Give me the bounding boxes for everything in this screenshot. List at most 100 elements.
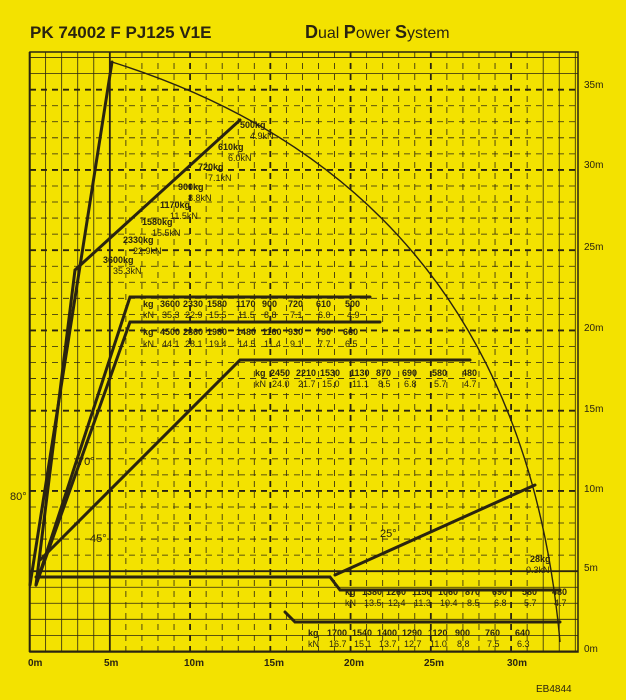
grid-border <box>29 51 579 653</box>
load-kn: 6.5 <box>345 339 358 349</box>
load-kn: 11.1 <box>352 379 369 389</box>
unit-kn: kN <box>143 339 154 349</box>
unit-kg: kg <box>143 299 154 309</box>
load-kg: 500 <box>345 299 360 309</box>
load-kg: 900 <box>455 628 470 638</box>
load-kn: 35.3 <box>162 310 180 320</box>
load-kg: 1060 <box>438 587 458 597</box>
y-axis-label: 10m <box>584 484 603 495</box>
chart-title: PK 74002 F PJ125 V1E <box>30 23 211 42</box>
load-kg: 1120 <box>428 628 448 638</box>
diagonal-load-kg: 1580kg <box>142 217 173 227</box>
load-kg: 1380 <box>362 587 382 597</box>
load-kg: 690 <box>492 587 507 597</box>
diagonal-load-kn: 4.9kN <box>250 131 274 141</box>
load-kn: 11.3 <box>414 598 431 608</box>
load-kn: 5.7 <box>434 379 447 389</box>
boom-row-2 <box>34 320 382 587</box>
angle-label: 70° <box>78 456 95 468</box>
load-kg: 580 <box>432 368 447 378</box>
x-axis-label: 5m <box>104 658 119 669</box>
diagonal-load-kn: 7.1kN <box>208 173 232 183</box>
load-kn: 14.5 <box>238 339 256 349</box>
load-kn: 4.7 <box>464 379 477 389</box>
load-kg: 2450 <box>270 368 290 378</box>
x-axis-label: 0m <box>28 658 43 669</box>
load-kn: 8.5 <box>467 598 480 608</box>
load-kg: 930 <box>288 327 303 337</box>
diagonal-load-kg: 900kg <box>178 182 204 192</box>
load-kg: 2330 <box>183 299 203 309</box>
load-kg: 1170 <box>236 299 256 309</box>
diagonal-load-kg: 2330kg <box>123 235 154 245</box>
load-kn: 13.7 <box>379 639 397 649</box>
load-kg: 1540 <box>352 628 372 638</box>
load-kg: 870 <box>465 587 480 597</box>
load-kn: 9.1 <box>290 339 303 349</box>
load-kn: 7.5 <box>487 639 500 649</box>
load-kn: 12.7 <box>404 639 422 649</box>
angle-label: 25° <box>380 528 397 540</box>
diagonal-load-kg: 3600kg <box>103 255 134 265</box>
load-kg: 580 <box>522 587 537 597</box>
unit-kg: kg <box>143 327 154 337</box>
unit-kn: kN <box>255 379 266 389</box>
load-kg: 1980 <box>207 327 227 337</box>
load-kn: 44.1 <box>162 339 180 349</box>
diagonal-load-kn: 35.3kN <box>113 266 142 276</box>
load-kn: 7.7 <box>318 339 331 349</box>
diagonal-load-kg: 720kg <box>198 162 224 172</box>
load-kn: 13.5 <box>364 598 382 608</box>
load-kn: 4.9 <box>347 310 360 320</box>
load-kn: 15.0 <box>322 379 340 389</box>
boom-row-1 <box>34 295 372 587</box>
diagonal-load-kg: 1170kg <box>160 200 190 210</box>
boom-row-3-45deg <box>38 358 472 562</box>
y-axis-label: 35m <box>584 80 603 91</box>
unit-kn: kN <box>345 598 356 608</box>
load-kg: 3600 <box>160 299 180 309</box>
chart-code: EB4844 <box>536 684 572 695</box>
load-kn: 6.0 <box>318 310 331 320</box>
x-axis-label: 30m <box>507 658 527 669</box>
load-kg: 480 <box>462 368 477 378</box>
load-kn: 6.3 <box>517 639 530 649</box>
tip-load-kn: 0.3kN <box>526 565 550 575</box>
load-kg: 1400 <box>377 628 397 638</box>
load-kg: 720 <box>288 299 303 309</box>
unit-kn: kN <box>308 639 319 649</box>
boom-row-4 <box>34 575 562 592</box>
load-kn: 28.1 <box>185 339 203 349</box>
load-kn: 4.7 <box>554 598 567 608</box>
load-kn: 11.0 <box>430 639 447 649</box>
load-kg: 480 <box>552 587 567 597</box>
load-kg: 1290 <box>402 628 422 638</box>
load-kn: 24.0 <box>272 379 290 389</box>
load-kn: 19.4 <box>209 339 227 349</box>
load-kg: 1530 <box>320 368 340 378</box>
load-kn: 7.1 <box>290 310 303 320</box>
load-kg: 760 <box>485 628 500 638</box>
unit-kn: kN <box>143 310 154 320</box>
unit-kg: kg <box>255 368 266 378</box>
x-axis-label: 25m <box>424 658 444 669</box>
diagonal-load-kg: 500kg <box>240 120 266 130</box>
angle-label: 45° <box>90 533 107 545</box>
y-axis-label: 25m <box>584 242 603 253</box>
load-kg: 660 <box>343 327 358 337</box>
load-kg: 1260 <box>386 587 406 597</box>
unit-kg: kg <box>345 587 356 597</box>
load-kg: 2210 <box>296 368 316 378</box>
load-kn: 6.8 <box>404 379 417 389</box>
load-kg: 1130 <box>350 368 370 378</box>
load-kg: 790 <box>316 327 331 337</box>
load-kn: 5.7 <box>524 598 537 608</box>
diagonal-load-kn: 22.9kN <box>133 246 162 256</box>
x-axis-label: 15m <box>264 658 284 669</box>
y-axis-label: 0m <box>584 644 598 655</box>
y-axis-label: 30m <box>584 160 603 171</box>
boom-row-5 <box>283 610 562 624</box>
boom-diagonal <box>34 118 242 587</box>
diagonal-load-kg: 610kg <box>218 142 244 152</box>
